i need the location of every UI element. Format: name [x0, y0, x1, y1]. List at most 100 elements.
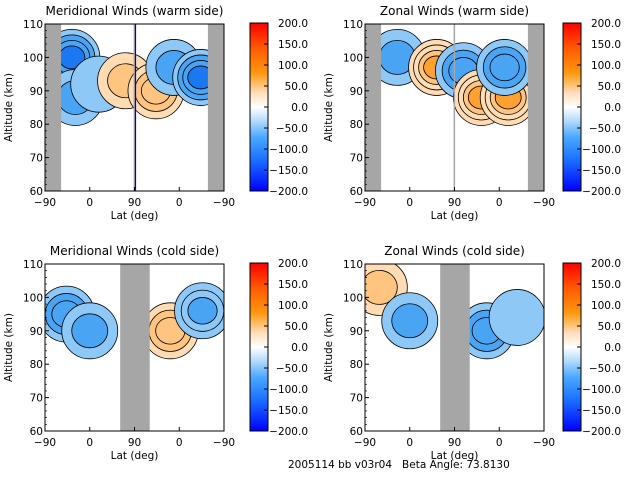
y-tick-label: 70: [350, 153, 363, 165]
y-tick-label: 90: [350, 86, 363, 98]
margin-mask: [320, 0, 559, 24]
x-axis-label: Lat (deg): [431, 450, 479, 462]
y-tick-label: 110: [23, 19, 43, 31]
colorbar-tick-label: 50.0: [598, 81, 621, 93]
x-tick-label: 0: [176, 197, 183, 209]
footer-run-id: 2005114 bb v03r04: [288, 459, 393, 471]
y-axis-label: Altitude (km): [3, 313, 15, 382]
y-tick-label: 80: [350, 359, 363, 371]
colorbar-tick-label: 50.0: [598, 321, 621, 333]
y-tick-label: 70: [350, 393, 363, 405]
x-tick-label: 0: [176, 437, 183, 449]
missing-data-region: [120, 264, 150, 431]
colorbar: 200.0 150.0 100.0 50.0 0.0 −50.0 −100.0 −150.0 −…: [562, 18, 621, 198]
colorbar-tick-label: 150.0: [278, 279, 308, 291]
colorbar-tick-label: −100.0: [582, 384, 621, 396]
colorbar-tick-label: 0.0: [604, 102, 621, 114]
margin-mask: [0, 234, 239, 264]
colorbar-tick-label: 0.0: [604, 342, 621, 354]
colorbar: 200.0 150.0 100.0 50.0 0.0 −50.0 −100.0 −150.0 −…: [249, 18, 308, 198]
margin-mask: [0, 191, 239, 201]
colorbar-tick-label: −100.0: [582, 144, 621, 156]
margin-mask: [320, 264, 365, 431]
x-tick-label: −90: [34, 437, 56, 449]
contour-feature: [488, 289, 546, 346]
y-tick-label: 80: [30, 359, 43, 371]
colorbar-tick-label: 150.0: [591, 279, 621, 291]
y-tick-label: 110: [343, 19, 363, 31]
margin-mask: [0, 0, 239, 24]
contour-level: [488, 289, 546, 346]
colorbar-tick-label: 100.0: [278, 300, 308, 312]
margin-mask: [224, 264, 238, 431]
y-tick-label: 60: [30, 426, 43, 438]
colorbar-tick-label: −200.0: [582, 186, 621, 198]
colorbar-tick-label: −50.0: [276, 123, 308, 135]
colorbar-tick-label: −50.0: [276, 363, 308, 375]
x-axis-label: Lat (deg): [431, 210, 479, 222]
x-tick-label: −90: [354, 197, 376, 209]
y-tick-label: 100: [343, 52, 363, 64]
y-tick-label: 100: [23, 292, 43, 304]
margin-mask: [320, 234, 559, 264]
margin-mask: [0, 431, 239, 441]
colorbar-tick-label: −150.0: [582, 165, 621, 177]
missing-data-region: [440, 264, 470, 431]
x-tick-label: 0: [86, 437, 93, 449]
colorbar-tick-label: 100.0: [591, 60, 621, 72]
margin-mask: [224, 24, 238, 191]
y-tick-label: 90: [30, 86, 43, 98]
x-tick-label: 0: [496, 197, 503, 209]
colorbar-tick-label: 200.0: [278, 258, 308, 270]
margin-mask: [320, 191, 559, 201]
x-tick-label: −90: [533, 437, 555, 449]
y-tick-label: 60: [30, 186, 43, 198]
colorbar-tick-label: 150.0: [278, 39, 308, 51]
missing-data-region: [207, 24, 224, 191]
colorbar-tick-label: −200.0: [269, 426, 308, 438]
colorbar-tick-label: −150.0: [582, 405, 621, 417]
colorbar: 200.0 150.0 100.0 50.0 0.0 −50.0 −100.0 −150.0 −…: [562, 258, 621, 438]
missing-data-region: [133, 24, 136, 191]
y-tick-label: 90: [350, 326, 363, 338]
x-tick-label: −90: [213, 437, 235, 449]
missing-data-region: [527, 24, 544, 191]
colorbar-tick-label: −200.0: [582, 426, 621, 438]
y-tick-label: 80: [350, 119, 363, 131]
colorbar: 200.0 150.0 100.0 50.0 0.0 −50.0 −100.0 −150.0 −…: [249, 258, 308, 438]
y-tick-label: 110: [343, 259, 363, 271]
colorbar-tick-label: −150.0: [269, 165, 308, 177]
x-tick-label: 0: [406, 437, 413, 449]
colorbar-tick-label: −150.0: [269, 405, 308, 417]
chart-title: Zonal Winds (warm side): [380, 4, 529, 18]
colorbar-tick-label: −50.0: [589, 363, 621, 375]
y-tick-label: 90: [30, 326, 43, 338]
margin-mask: [544, 264, 558, 431]
margin-mask: [544, 24, 558, 191]
chart-panel: Zonal Winds (cold side)11010090807060−90…: [320, 234, 621, 462]
colorbar-tick-label: 200.0: [278, 18, 308, 30]
y-tick-label: 110: [23, 259, 43, 271]
x-tick-label: 90: [448, 197, 461, 209]
y-axis-label: Altitude (km): [323, 313, 335, 382]
footer-info: 2005114 bb v03r04 Beta Angle: 73.8130: [288, 459, 510, 471]
colorbar-tick-label: −100.0: [269, 144, 308, 156]
x-axis-label: Lat (deg): [111, 210, 159, 222]
x-tick-label: −90: [354, 437, 376, 449]
x-tick-label: −90: [213, 197, 235, 209]
chart-title: Meridional Winds (warm side): [46, 4, 224, 18]
contour-level: [187, 297, 218, 325]
missing-data-region: [453, 24, 456, 191]
contour-feature: [381, 292, 439, 350]
x-axis-label: Lat (deg): [111, 450, 159, 462]
missing-data-region: [365, 24, 382, 191]
x-tick-label: 90: [128, 437, 141, 449]
x-tick-label: −90: [533, 197, 555, 209]
chart-panel: Meridional Winds (cold side) 110 100 90 80 70…: [0, 234, 308, 462]
x-tick-label: 90: [448, 437, 461, 449]
y-tick-label: 70: [30, 393, 43, 405]
contour-level: [71, 313, 109, 349]
x-tick-label: 0: [406, 197, 413, 209]
margin-mask: [320, 24, 365, 191]
